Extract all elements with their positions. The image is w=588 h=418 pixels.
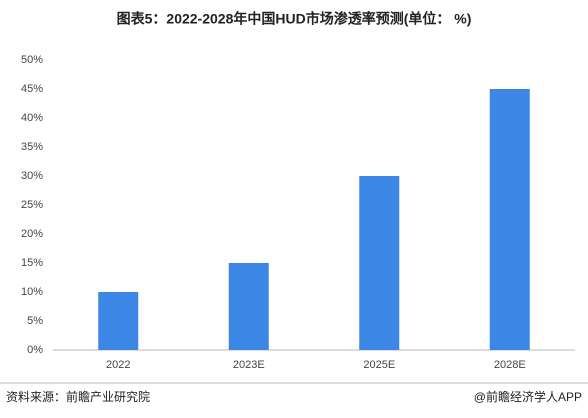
credit: @前瞻经济学人APP — [474, 389, 582, 404]
y-tick-label: 25% — [21, 199, 43, 211]
y-tick-label: 50% — [21, 54, 43, 66]
y-tick-label: 40% — [21, 112, 43, 124]
y-tick-label: 0% — [27, 344, 43, 356]
bar — [489, 89, 530, 350]
y-tick-label: 10% — [21, 286, 43, 298]
bar — [98, 292, 139, 350]
y-tick-label: 20% — [21, 228, 43, 240]
y-tick-label: 15% — [21, 257, 43, 269]
source: 资料来源：前瞻产业研究院 — [6, 389, 150, 404]
y-tick-label: 30% — [21, 170, 43, 182]
y-tick-label: 35% — [21, 141, 43, 153]
x-tick-label: 2023E — [233, 359, 265, 371]
x-tick-label: 2025E — [363, 359, 395, 371]
chart-title: 图表5：2022-2028年中国HUD市场渗透率预测(单位： %) — [117, 11, 472, 27]
y-tick-label: 45% — [21, 83, 43, 95]
y-tick-label: 5% — [27, 315, 43, 327]
bar — [228, 263, 269, 350]
bar — [359, 176, 400, 350]
x-tick-label: 2028E — [494, 359, 526, 371]
x-tick-label: 2022 — [106, 359, 130, 371]
